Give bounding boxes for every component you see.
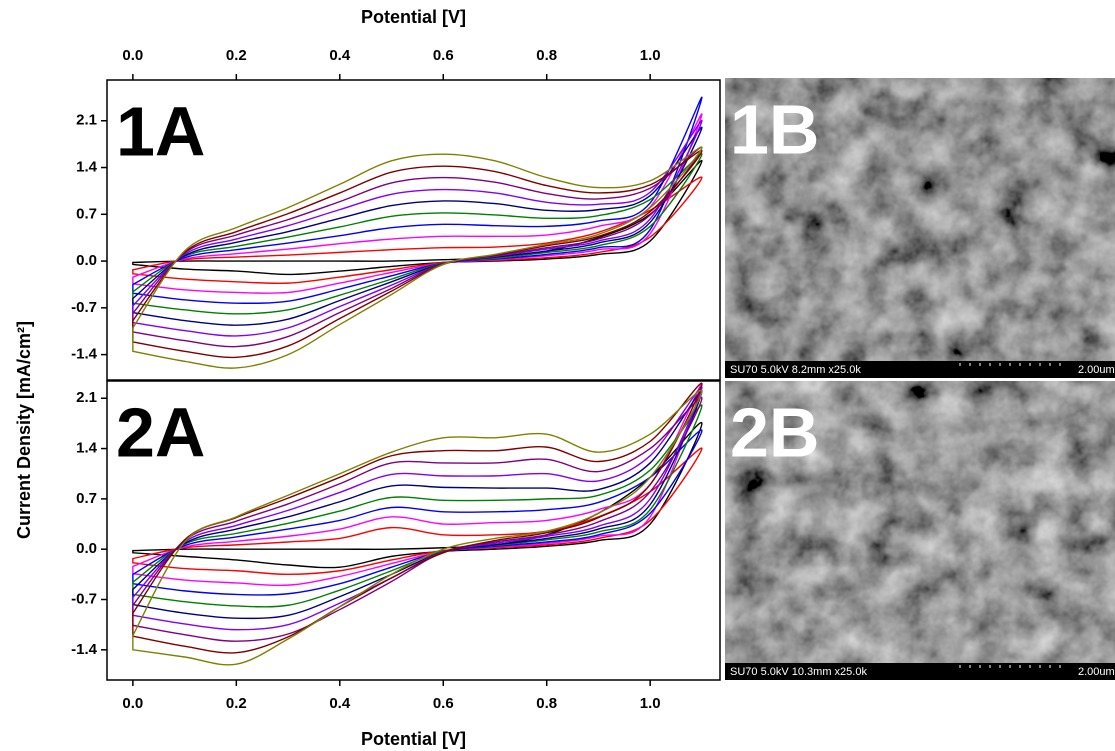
cv-curve [132, 386, 703, 631]
x-tick-label: 0.4 [329, 695, 351, 712]
x-tick-label: 1.0 [640, 47, 661, 64]
caption: SU70 5.0kV 8.2mm x25.0k [730, 364, 861, 376]
x-tick-label: 0.8 [536, 47, 557, 64]
cv-curve [132, 396, 703, 642]
x-tick-label: 0.2 [226, 695, 247, 712]
panel-label: 1B [730, 90, 819, 168]
x-axis-label: Potential [V] [361, 7, 466, 27]
cv-curve [132, 120, 703, 337]
cv-curve [132, 113, 703, 294]
y-tick-label: 2.1 [76, 112, 97, 129]
cv-curve [132, 176, 703, 285]
cv-curve [132, 153, 703, 315]
y-tick-label: 1.4 [76, 158, 98, 175]
scale-label: 2.00um [1078, 364, 1115, 376]
y-tick-label: 0.7 [76, 205, 97, 222]
caption-bar [725, 663, 1115, 680]
y-tick-label: -0.7 [71, 299, 97, 316]
y-tick-label: -1.4 [71, 346, 98, 363]
sem-image [725, 381, 1115, 680]
cv-curve [132, 389, 703, 666]
cv-curve [132, 146, 703, 369]
y-tick-label: 2.1 [76, 389, 97, 406]
panel-label: 1A [116, 92, 205, 170]
cv-curve [132, 126, 703, 326]
panel-label: 2B [730, 393, 819, 471]
caption: SU70 5.0kV 10.3mm x25.0k [730, 666, 867, 678]
y-tick-label: 0.0 [76, 252, 97, 269]
y-tick-label: 0.7 [76, 490, 97, 507]
x-tick-label: 0.4 [329, 47, 351, 64]
x-tick-label: 0.2 [226, 47, 247, 64]
scale-label: 2.00um [1078, 666, 1115, 678]
x-tick-label: 0.8 [536, 695, 557, 712]
cv-curve [132, 421, 703, 569]
plot-area [132, 96, 703, 369]
cv-curve [132, 149, 703, 359]
y-tick-label: 0.0 [76, 540, 97, 557]
x-tick-label: 0.6 [433, 47, 454, 64]
panel-label: 2A [116, 393, 205, 471]
cv-curve [132, 160, 703, 276]
x-tick-label: 0.0 [122, 47, 143, 64]
x-tick-label: 1.0 [640, 695, 661, 712]
y-tick-label: -0.7 [71, 590, 97, 607]
sem-image [725, 78, 1115, 378]
cv-curve [132, 404, 703, 608]
cv-curve [132, 429, 703, 596]
plot-area [132, 382, 703, 666]
y-axis-label: Current Density [mA/cm²] [14, 321, 34, 539]
x-tick-label: 0.0 [122, 695, 143, 712]
cv-curve [132, 447, 703, 576]
y-tick-label: 1.4 [76, 440, 98, 457]
y-tick-label: -1.4 [71, 641, 98, 658]
cv-curve [132, 96, 703, 304]
caption-bar [725, 361, 1115, 378]
x-axis-label: Potential [V] [361, 729, 466, 749]
x-tick-label: 0.6 [433, 695, 454, 712]
